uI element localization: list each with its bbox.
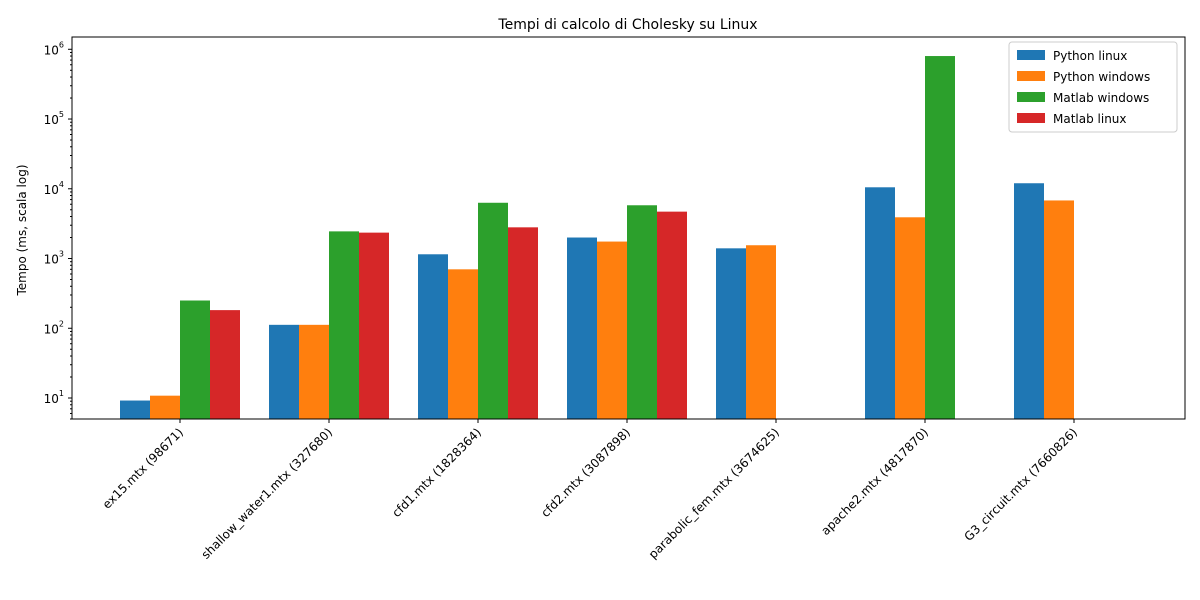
bar (180, 300, 210, 419)
bar (150, 395, 180, 419)
bar (329, 231, 359, 419)
bar (359, 232, 389, 419)
bar (746, 245, 776, 419)
y-tick-label: 104 (44, 180, 64, 197)
bar (657, 211, 687, 419)
bar (597, 241, 627, 419)
bar (418, 254, 448, 419)
legend-swatch (1017, 113, 1045, 123)
bar (210, 310, 240, 419)
bar (269, 324, 299, 419)
bar (627, 205, 657, 419)
y-tick-label: 106 (44, 40, 64, 57)
y-tick-label: 102 (44, 319, 64, 336)
y-axis-label: Tempo (ms, scala log) (15, 164, 29, 296)
legend-label: Python linux (1053, 49, 1127, 63)
bar (895, 217, 925, 419)
bar (865, 187, 895, 419)
x-tick-label: cfd2.mtx (3087898) (538, 425, 633, 520)
x-tick-label: cfd1.mtx (1828364) (389, 425, 484, 520)
bar (925, 56, 955, 420)
y-tick-label: 101 (44, 389, 64, 406)
plot-frame (71, 36, 1186, 420)
x-tick-label: ex15.mtx (98671) (100, 425, 186, 511)
bar (1044, 200, 1074, 419)
bar (120, 400, 150, 419)
legend: Python linux Python windows Matlab windows… (1008, 41, 1178, 133)
legend-label: Matlab windows (1053, 91, 1149, 105)
legend-label: Python windows (1053, 70, 1150, 84)
bar (716, 248, 746, 419)
bar (1014, 183, 1044, 419)
bar (508, 227, 538, 419)
y-tick-label: 103 (44, 250, 64, 267)
bar (448, 269, 478, 419)
chart-title: Tempi di calcolo di Cholesky su Linux (497, 17, 757, 33)
x-tick-label: G3_circuit.mtx (7660826) (962, 425, 1081, 544)
legend-frame (1008, 41, 1178, 133)
x-tick-label: parabolic_fem.mtx (3674625) (646, 425, 782, 561)
legend-swatch (1017, 92, 1045, 102)
bar (478, 202, 508, 419)
x-tick-label: apache2.mtx (4817870) (818, 425, 931, 538)
legend-label: Matlab linux (1053, 112, 1127, 126)
y-tick-label: 105 (44, 110, 64, 127)
legend-swatch (1017, 50, 1045, 60)
bar (299, 324, 329, 419)
x-tick-label: shallow_water1.mtx (327680) (199, 425, 336, 562)
legend-swatch (1017, 71, 1045, 81)
bars-layer (120, 56, 1074, 420)
bar (567, 237, 597, 419)
